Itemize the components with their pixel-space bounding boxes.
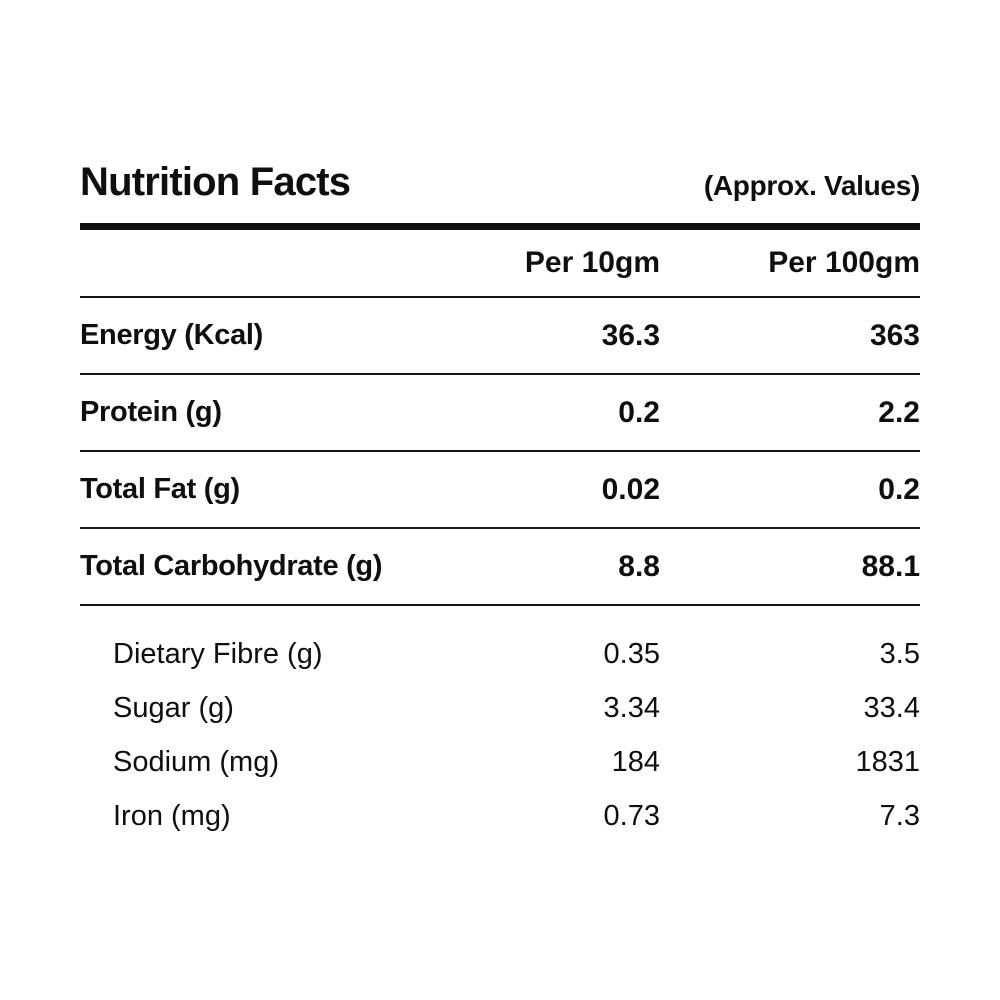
table-row-total-carbohydrate: Total Carbohydrate (g) 8.8 88.1 <box>80 529 920 606</box>
row-value-per10: 36.3 <box>601 318 660 352</box>
row-value-per10: 184 <box>611 745 660 778</box>
table-row-total-fat: Total Fat (g) 0.02 0.2 <box>80 452 920 529</box>
row-value-per10: 0.02 <box>601 472 660 506</box>
page-title: Nutrition Facts <box>80 160 351 204</box>
sub-nutrients-section: Dietary Fibre (g) 0.35 3.5 Sugar (g) 3.3… <box>80 606 920 843</box>
row-label: Sugar (g) <box>113 691 234 724</box>
row-value-per10: 3.34 <box>603 691 660 724</box>
row-label: Iron (mg) <box>113 799 231 832</box>
table-row-dietary-fibre: Dietary Fibre (g) 0.35 3.5 <box>80 627 920 681</box>
row-value-per10: 0.35 <box>603 637 660 670</box>
table-row-sugar: Sugar (g) 3.34 33.4 <box>80 681 920 735</box>
row-value-per10: 0.2 <box>618 395 660 429</box>
row-value-per100: 33.4 <box>863 691 920 724</box>
row-label: Dietary Fibre (g) <box>113 637 323 670</box>
row-value-per100: 363 <box>869 318 920 352</box>
row-label: Total Carbohydrate (g) <box>80 550 383 582</box>
column-header-per10: Per 10gm <box>524 246 660 279</box>
row-value-per100: 0.2 <box>878 472 920 506</box>
approx-values-note: (Approx. Values) <box>703 170 920 201</box>
nutrition-facts-card: Nutrition Facts (Approx. Values) Per 10g… <box>80 158 920 843</box>
row-value-per100: 1831 <box>855 745 920 778</box>
row-value-per10: 0.73 <box>603 799 660 832</box>
table-row-sodium: Sodium (mg) 184 1831 <box>80 735 920 789</box>
header-divider <box>80 223 920 230</box>
row-value-per100: 2.2 <box>878 395 920 429</box>
row-label: Energy (Kcal) <box>80 319 264 351</box>
table-row-iron: Iron (mg) 0.73 7.3 <box>80 789 920 843</box>
column-header-row: Per 10gm Per 100gm <box>80 230 920 298</box>
column-header-per100: Per 100gm <box>768 246 920 279</box>
row-label: Protein (g) <box>80 396 222 428</box>
row-value-per100: 3.5 <box>879 637 920 670</box>
row-value-per100: 88.1 <box>861 549 920 583</box>
row-value-per100: 7.3 <box>879 799 920 832</box>
row-value-per10: 8.8 <box>618 549 660 583</box>
table-row-protein: Protein (g) 0.2 2.2 <box>80 375 920 452</box>
label-header: Nutrition Facts (Approx. Values) <box>80 158 920 206</box>
row-label: Total Fat (g) <box>80 473 240 505</box>
table-row-energy: Energy (Kcal) 36.3 363 <box>80 298 920 375</box>
row-label: Sodium (mg) <box>113 745 279 778</box>
